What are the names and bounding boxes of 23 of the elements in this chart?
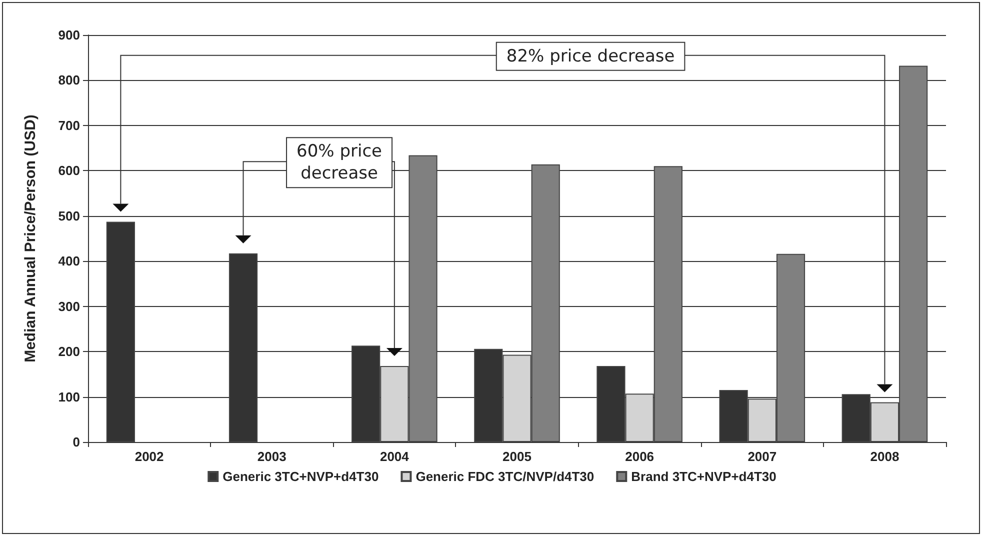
y-tick-label: 200 bbox=[58, 344, 80, 360]
y-tick-label: 100 bbox=[58, 389, 80, 404]
y-axis-title: Median Annual Price/Person (USD) bbox=[22, 114, 39, 362]
y-tick-label: 500 bbox=[58, 208, 80, 224]
x-tick-label: 2003 bbox=[257, 449, 286, 464]
x-tick-label: 2005 bbox=[502, 449, 532, 464]
y-tick-label: 900 bbox=[58, 28, 80, 42]
legend-label: Generic FDC 3TC/NVP/d4T30 bbox=[416, 469, 594, 484]
legend-label: Brand 3TC+NVP+d4T30 bbox=[631, 469, 776, 484]
y-tick-label: 600 bbox=[58, 163, 80, 178]
legend-label: Generic 3TC+NVP+d4T30 bbox=[222, 469, 379, 484]
y-tick-label: 800 bbox=[58, 72, 80, 88]
x-tick-label: 2008 bbox=[870, 449, 900, 464]
x-tick-label: 2007 bbox=[748, 449, 777, 464]
x-tick-label: 2006 bbox=[625, 449, 654, 464]
x-tick-label: 2002 bbox=[134, 449, 164, 464]
annotation: 60% price decrease bbox=[296, 142, 382, 184]
y-tick-label: 0 bbox=[72, 434, 80, 450]
y-tick-label: 700 bbox=[58, 118, 80, 133]
annotation: 82% price decrease bbox=[506, 46, 675, 66]
y-tick-label: 400 bbox=[58, 254, 80, 269]
x-tick-label: 2004 bbox=[380, 449, 410, 464]
y-tick-label: 300 bbox=[58, 298, 80, 314]
